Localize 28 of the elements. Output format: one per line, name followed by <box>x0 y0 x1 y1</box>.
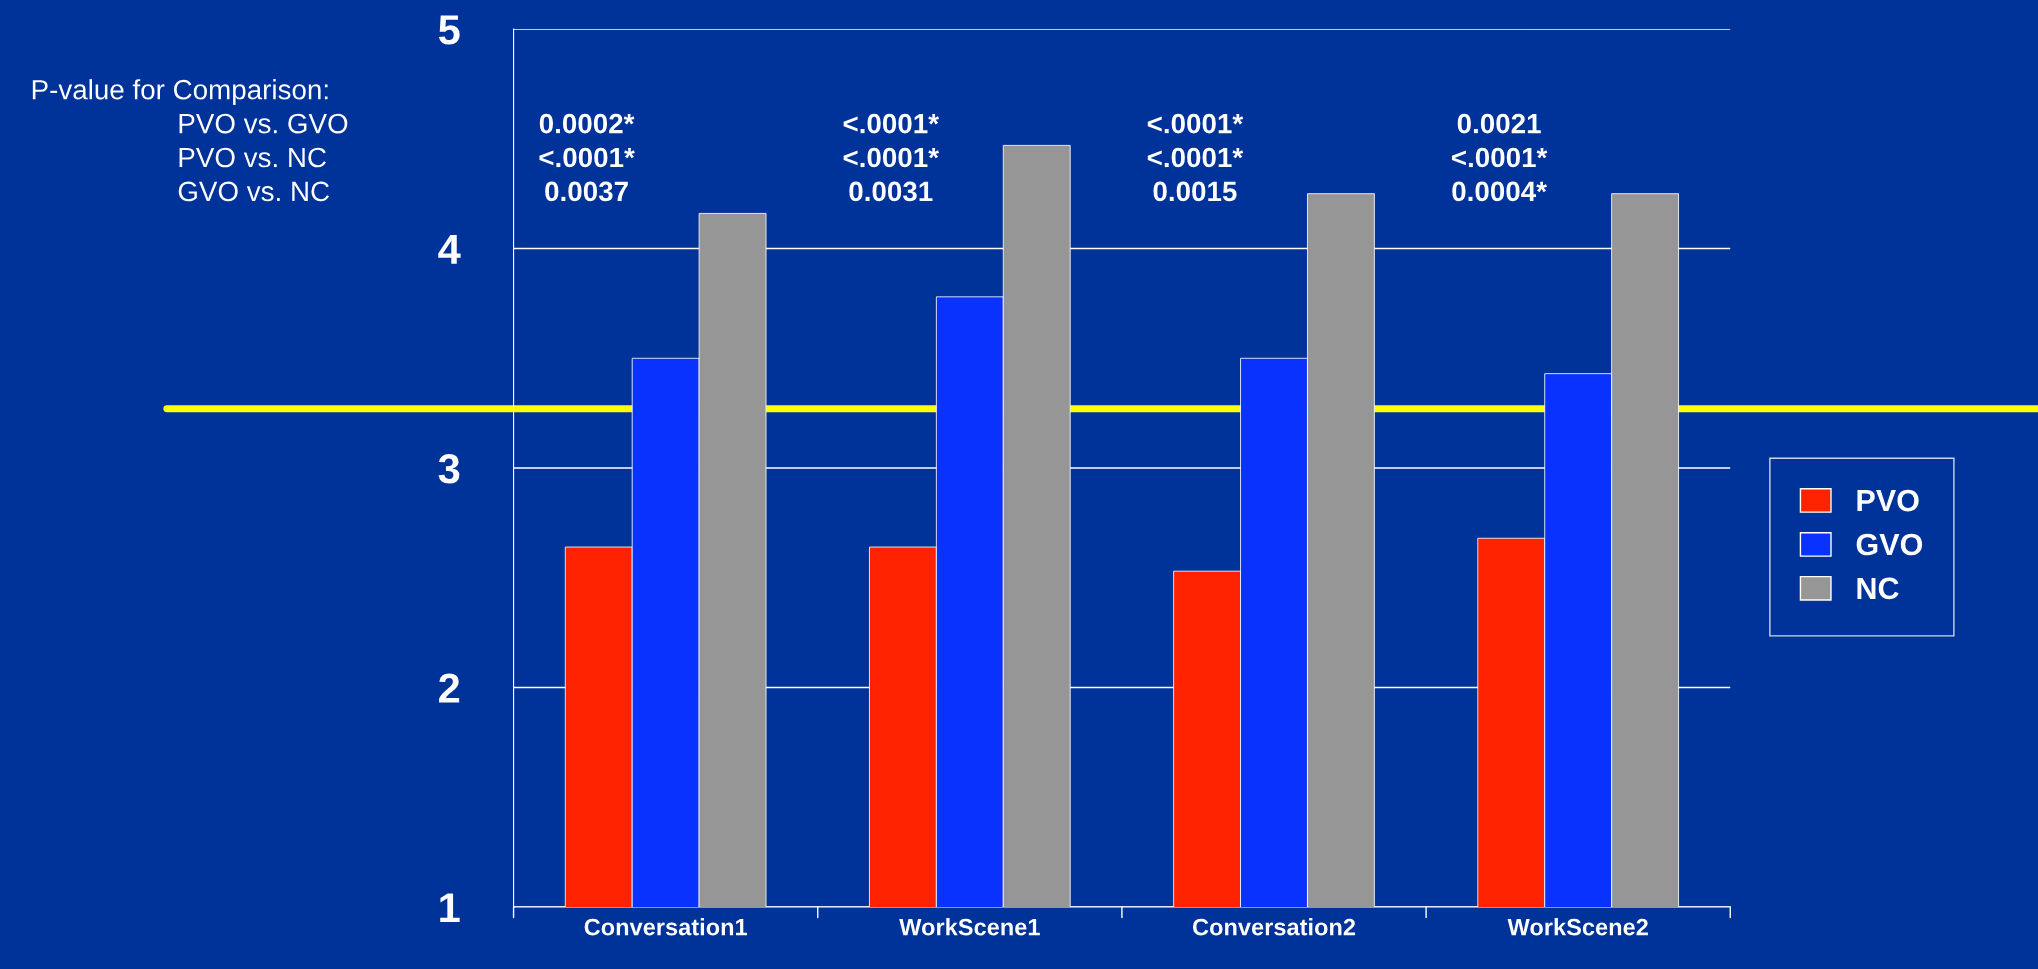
annotation: 0.0021 <box>1457 113 1541 134</box>
y-tick-label: 1 <box>440 893 460 923</box>
annotation: 0.0015 <box>1153 181 1237 202</box>
annotation: 0.0004* <box>1452 181 1547 202</box>
annotation: <.0001* <box>539 147 635 168</box>
legend-label: GVO <box>1856 533 1923 556</box>
text: PVO vs. NC <box>179 147 326 168</box>
y-tick-label: 2 <box>439 673 460 703</box>
annotation: <.0001* <box>1147 147 1244 168</box>
y-tick-label: 4 <box>438 234 461 264</box>
annotation: 0.0037 <box>545 181 628 202</box>
x-tick-label: WorkScene1 <box>899 918 1040 936</box>
annotation: 0.0002* <box>539 113 635 134</box>
y-tick-label: 5 <box>438 15 460 45</box>
y-tick-label: 3 <box>438 454 460 484</box>
annotation: <.0001* <box>843 113 939 134</box>
annotation: <.0001* <box>1147 113 1244 134</box>
x-tick-label: Conversation2 <box>1192 918 1356 936</box>
x-tick-label: Conversation1 <box>584 918 748 936</box>
text: GVO vs. NC <box>178 181 330 202</box>
text: PVO vs. GVO <box>179 113 348 134</box>
annotation: <.0001* <box>843 147 939 168</box>
legend-label: PVO <box>1857 489 1919 512</box>
text: P-value for Comparison: <box>32 79 328 105</box>
annotation: 0.0031 <box>849 181 933 202</box>
x-tick-label: WorkScene2 <box>1507 918 1648 936</box>
legend-label: NC <box>1857 577 1899 600</box>
annotation: <.0001* <box>1451 147 1548 168</box>
